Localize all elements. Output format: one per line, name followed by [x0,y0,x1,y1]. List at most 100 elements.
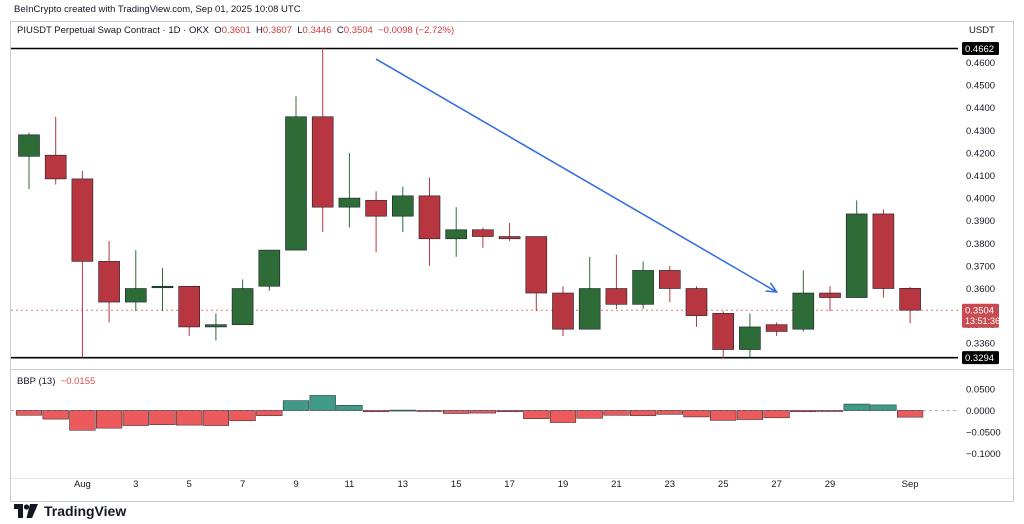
candle-body [151,285,174,289]
close-label: C [336,25,344,36]
candle-body [365,200,387,217]
time-tick-label: 15 [451,479,462,490]
candle[interactable] [632,261,654,309]
bbp-bar [549,410,577,423]
time-tick-label: 9 [293,479,298,490]
bbp-name[interactable]: BBP (13) [17,376,56,387]
candle-body [71,178,94,262]
candle[interactable] [178,285,200,336]
currency-label[interactable]: USDT [969,25,995,36]
bbp-tick-label: 0.0500 [966,385,995,396]
time-tick-label: 19 [558,479,569,490]
bbp-bar [149,410,176,425]
candle-body [525,236,548,294]
candle[interactable] [445,207,468,257]
chart-frame [10,21,1014,502]
price-tick-label: 0.3900 [966,216,995,227]
candle[interactable] [391,186,414,233]
candle-body [765,324,788,332]
candle-body [685,288,708,316]
symbol-header: PIUSDT Perpetual Swap Contract · 1D · OK… [17,25,454,36]
candle[interactable] [819,286,841,312]
candle[interactable] [365,191,387,253]
time-tick-label: Aug [74,479,91,490]
tradingview-wordmark: TradingView [44,503,127,519]
candle[interactable] [605,254,628,309]
candle-body [872,213,895,289]
candle-body [391,195,414,217]
candle[interactable] [125,250,147,312]
candle[interactable] [338,152,361,228]
tradingview-logo[interactable]: TradingView [14,503,126,519]
bbp-bar [336,405,363,411]
candle-body [472,229,494,237]
high-label: H [256,25,263,36]
time-tick-label: 29 [825,479,836,490]
support-price-badge: 0.3294 [962,351,999,365]
candle[interactable] [418,177,441,266]
candle[interactable] [872,209,895,298]
candle-body [845,213,868,298]
bbp-bar [816,410,844,412]
candle-body [418,195,441,240]
low-value: 0.3446 [302,25,332,36]
bbp-bar [576,410,603,419]
resistance-price-badge: 0.4662 [962,42,999,55]
bbp-bar [363,410,390,413]
candle[interactable] [498,222,521,242]
candle-body [792,292,815,330]
candle[interactable] [472,227,494,248]
bbp-bar [790,410,817,413]
time-tick-label: 21 [611,479,622,490]
candle[interactable] [44,116,67,185]
candle[interactable] [658,265,681,303]
candle[interactable] [712,311,735,359]
candle[interactable] [739,313,761,358]
candle[interactable] [258,249,281,291]
candle[interactable] [18,132,40,190]
candle-body [258,249,281,287]
candle[interactable] [311,48,334,233]
candle[interactable] [845,200,868,298]
price-tick-label: 0.4400 [966,103,995,114]
candle[interactable] [151,268,174,312]
candle-body [178,285,200,328]
candle-body [498,236,521,240]
candle-body [712,313,735,350]
symbol-name[interactable]: PIUSDT Perpetual Swap Contract · 1D · OK… [17,25,210,36]
candle[interactable] [792,270,815,332]
candle-body [125,288,147,303]
candle[interactable] [205,313,227,341]
candle-body [205,324,227,328]
bbp-header: BBP (13) −0.0155 [17,376,95,387]
price-tick-label: 0.3800 [966,239,995,250]
bbp-bar [443,410,470,414]
candle[interactable] [552,286,574,336]
candle-body [98,261,120,303]
support-price-badge-bg [962,351,999,365]
candle[interactable] [71,170,94,358]
downtrend-arrowhead [765,282,779,293]
candle[interactable] [525,236,548,312]
candle[interactable] [899,286,921,324]
time-tick-label: 17 [504,479,515,490]
candle[interactable] [98,241,120,323]
bbp-bar [256,410,283,416]
bbp-bar [122,410,149,426]
candle[interactable] [285,96,307,251]
bbp-bar [496,410,523,413]
candle[interactable] [231,279,254,325]
downtrend-line[interactable] [375,58,778,293]
candle[interactable] [685,286,708,327]
candle-body [445,229,468,240]
candle-body [605,288,628,305]
candle[interactable] [765,322,788,336]
time-tick-label: 5 [187,479,192,490]
open-value: 0.3601 [221,25,251,36]
time-tick-label: 23 [665,479,676,490]
candle-body [552,292,574,330]
change-value: −0.0098 (−2.72%) [378,25,455,36]
candle[interactable] [578,256,601,330]
bbp-bar [763,410,790,419]
